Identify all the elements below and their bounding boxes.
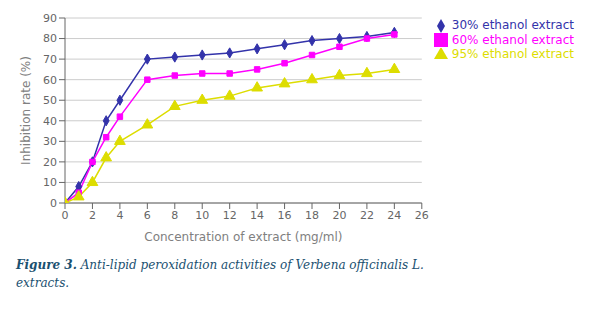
svg-text:20: 20 <box>43 156 57 169</box>
svg-text:10: 10 <box>43 176 57 189</box>
svg-text:12: 12 <box>223 209 237 222</box>
svg-text:0: 0 <box>62 209 69 222</box>
svg-text:18: 18 <box>305 209 319 222</box>
svg-text:Inhibition rate (%): Inhibition rate (%) <box>19 56 33 165</box>
svg-text:60: 60 <box>43 74 57 87</box>
svg-text:14: 14 <box>250 209 264 222</box>
svg-text:22: 22 <box>360 209 374 222</box>
svg-text:80: 80 <box>43 32 57 45</box>
svg-text:26: 26 <box>415 209 429 222</box>
svg-text:70: 70 <box>43 53 57 66</box>
svg-text:6: 6 <box>144 209 151 222</box>
svg-text:90: 90 <box>43 12 57 25</box>
html-text:30% ethanol extract: 30% ethanol extract <box>451 18 574 32</box>
svg-text:0: 0 <box>50 197 57 210</box>
svg-text:8: 8 <box>171 209 178 222</box>
html-text:95% ethanol extract: 95% ethanol extract <box>451 47 574 61</box>
html-text:60% ethanol extract: 60% ethanol extract <box>451 32 574 47</box>
svg-text:40: 40 <box>43 115 57 128</box>
html-text:Figure 3. Anti-lipid peroxidat: Figure 3. Anti-lipid peroxidation activi… <box>16 258 424 272</box>
html-text:extracts.: extracts. <box>16 276 70 290</box>
svg-text:Concentration of extract (mg/m: Concentration of extract (mg/ml) <box>144 230 342 244</box>
svg-text:24: 24 <box>387 209 401 222</box>
svg-text:4: 4 <box>116 209 123 222</box>
svg-text:20: 20 <box>332 209 346 222</box>
svg-text:10: 10 <box>195 209 209 222</box>
svg-text:30: 30 <box>43 135 57 148</box>
svg-text:16: 16 <box>278 209 292 222</box>
svg-text:2: 2 <box>89 209 96 222</box>
svg-text:50: 50 <box>43 94 57 107</box>
